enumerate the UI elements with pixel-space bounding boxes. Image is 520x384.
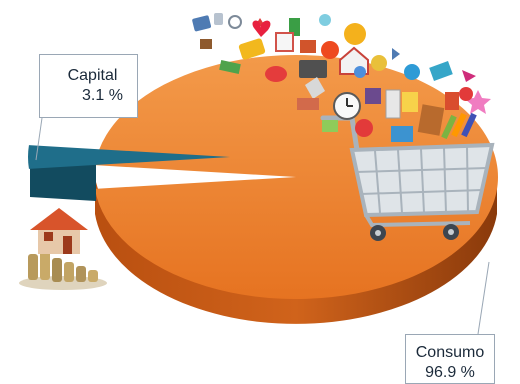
slice-capital: [28, 145, 231, 169]
callout-capital: Capital 3.1 %: [39, 54, 138, 118]
callout-consumo: Consumo 96.9 %: [405, 334, 495, 384]
slice-side-capital: [30, 157, 96, 201]
shopping-cart-illustration: [320, 115, 495, 241]
slice-side-consumo: [95, 177, 497, 324]
value-consumo: 96.9 %: [425, 364, 475, 381]
leader-line-capital: [35, 117, 43, 161]
slice-capital-group: [28, 145, 231, 201]
products-illustration: [192, 13, 491, 142]
house-coins-illustration: [19, 208, 107, 290]
label-consumo: Consumo: [415, 344, 485, 361]
label-capital: Capital: [67, 67, 118, 84]
leader-line-consumo: [477, 261, 490, 335]
value-capital: 3.1 %: [82, 87, 123, 104]
